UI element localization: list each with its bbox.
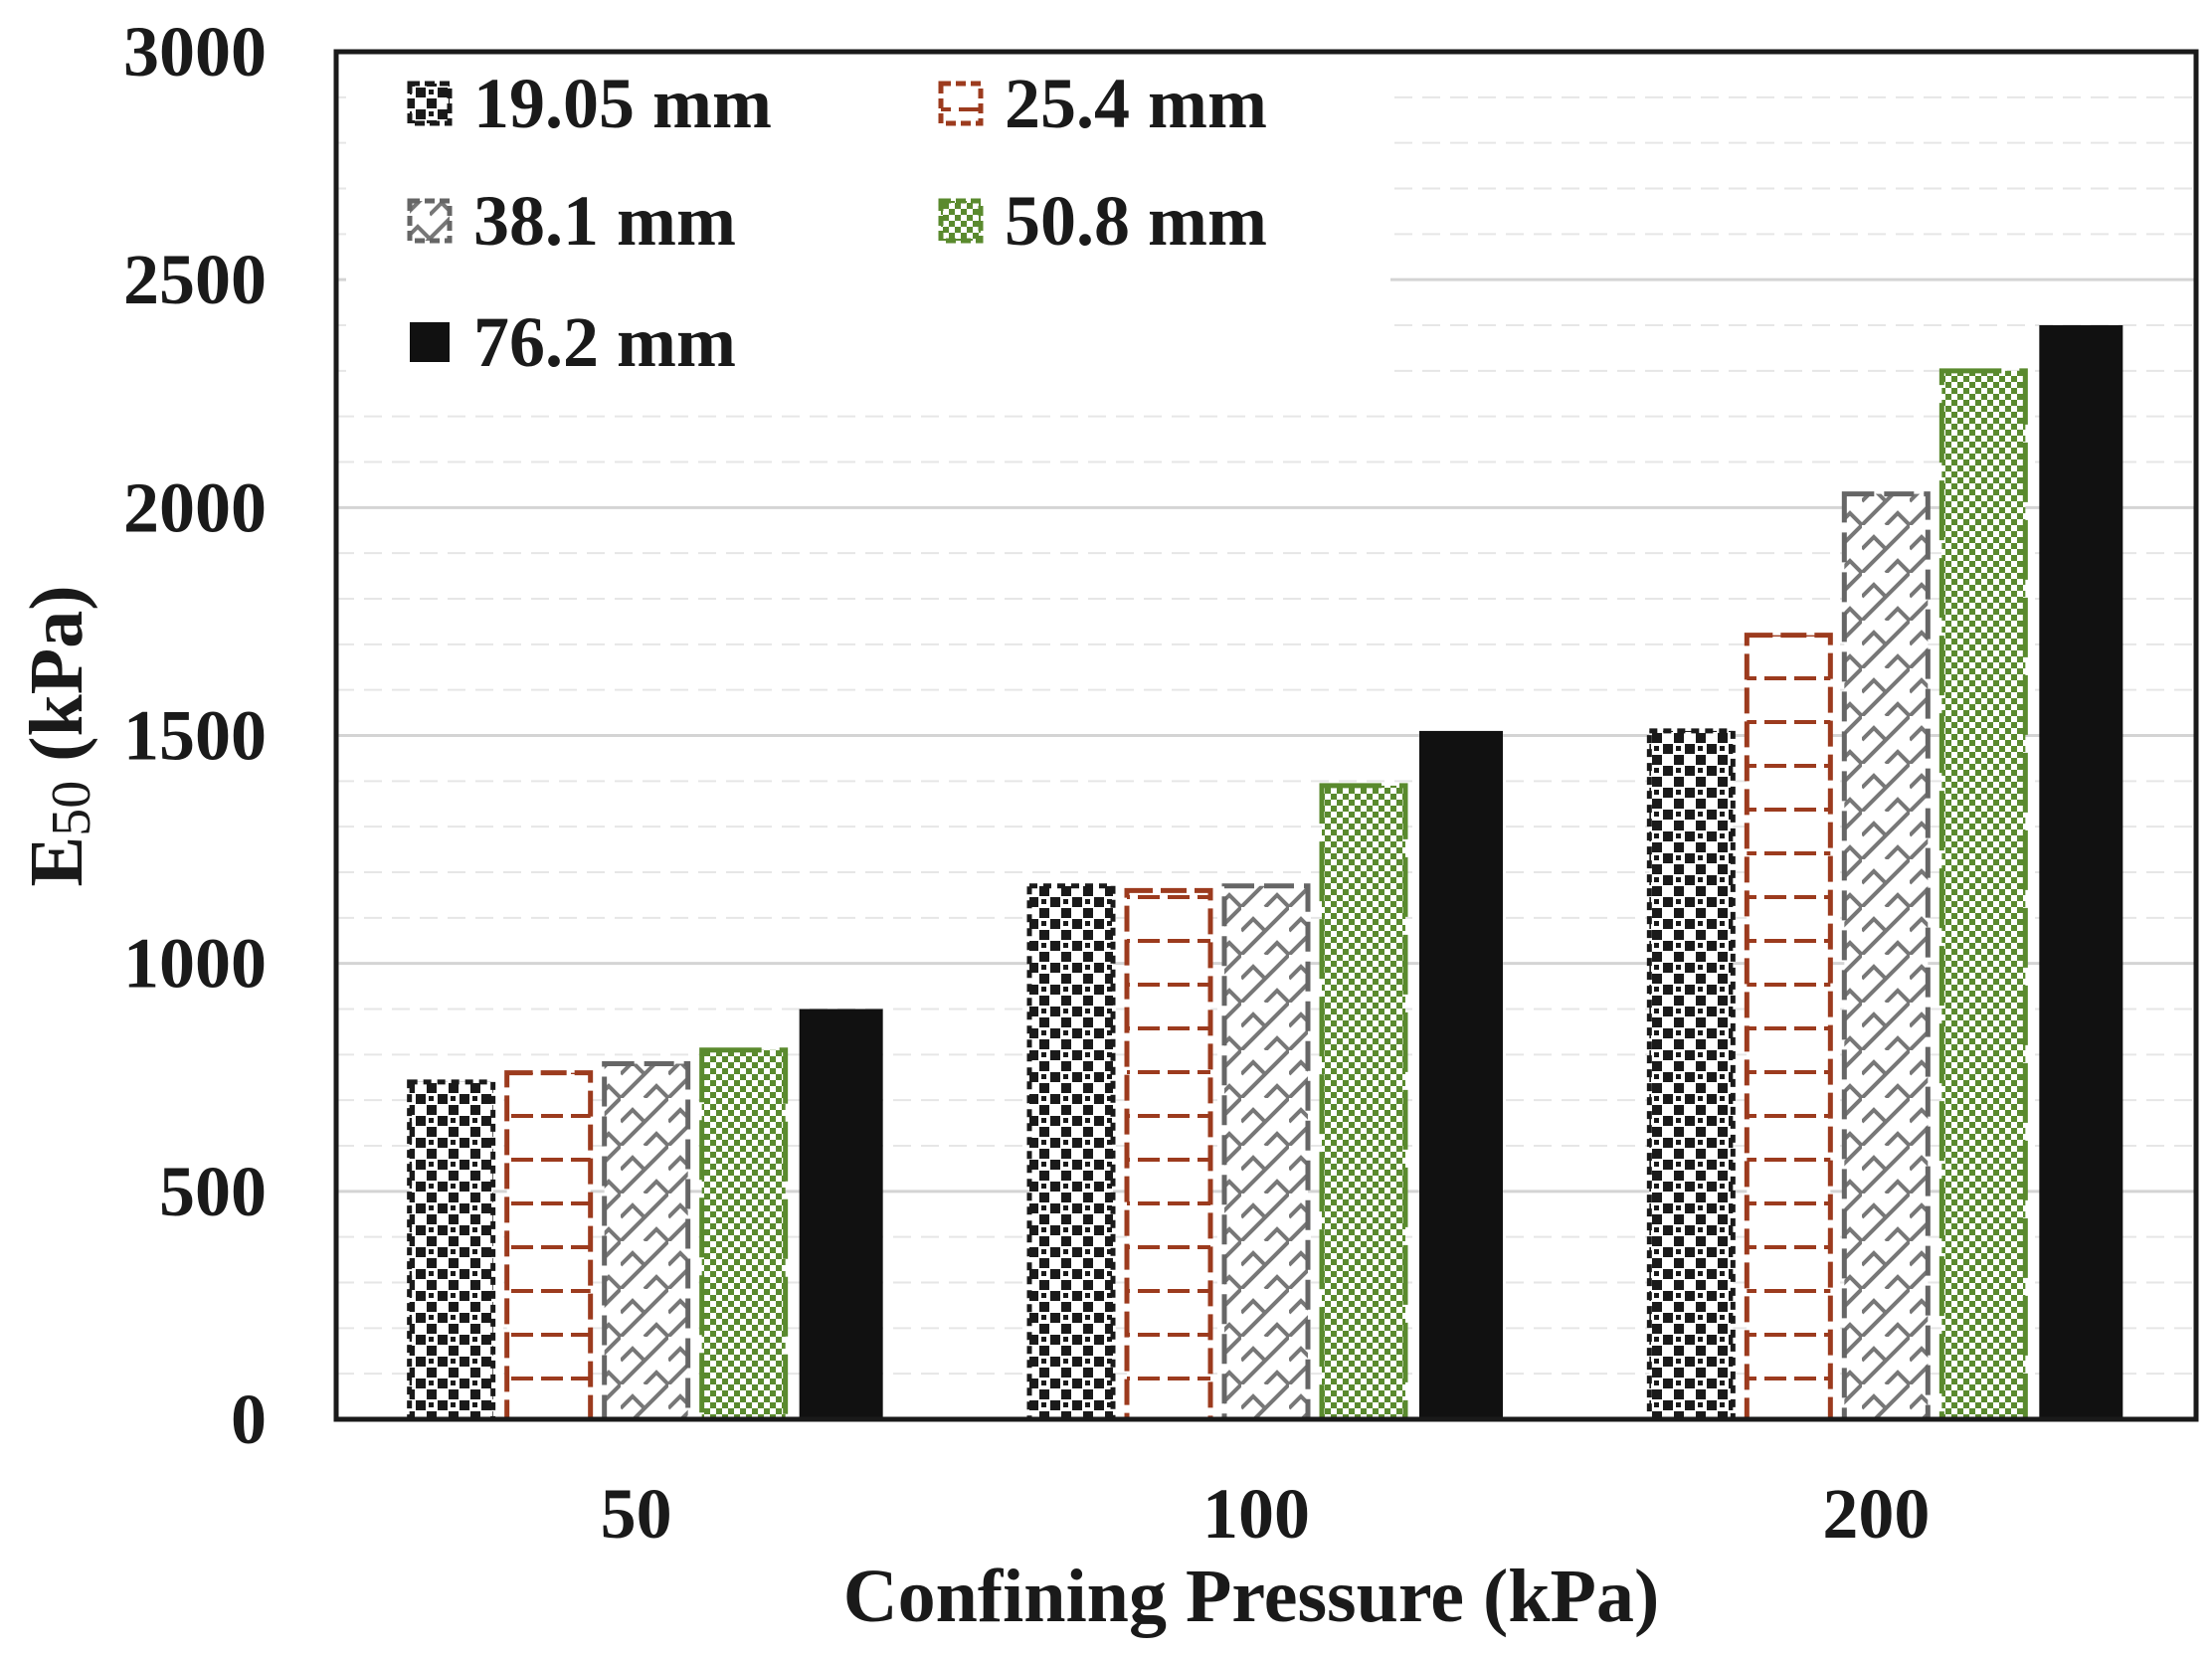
bar-19_05mm-cp100 <box>1026 883 1116 1422</box>
y-tick-label: 3000 <box>123 12 267 92</box>
y-tick-label: 500 <box>159 1152 267 1231</box>
legend-swatch <box>938 81 984 126</box>
bar-19_05mm-cp50 <box>407 1079 496 1422</box>
legend-label: 50.8 mm <box>1005 181 1267 261</box>
y-axis-title-unit: (kPa) <box>15 585 98 780</box>
bar-76_2mm-cp50 <box>799 1009 883 1419</box>
bar-25_4mm-cp200 <box>1744 633 1833 1422</box>
bars <box>407 325 2123 1422</box>
legend-swatch <box>407 198 453 244</box>
y-tick-label: 2000 <box>123 467 267 547</box>
plot-area-frame <box>333 49 2199 1422</box>
y-axis-title: E50 (kPa) <box>15 585 102 886</box>
legend-background <box>346 62 1390 410</box>
legend-label: 38.1 mm <box>473 181 736 261</box>
legend-label: 25.4 mm <box>1005 64 1267 143</box>
y-axis-title-subscript: 50 <box>41 781 102 836</box>
legend-label: 19.05 mm <box>473 64 772 143</box>
y-axis-ticks: 0 500 1000 1500 2000 2500 3000 <box>123 12 267 1459</box>
bar-76_2mm-cp100 <box>1419 730 1503 1419</box>
bar-50_8mm-cp200 <box>1938 368 2028 1422</box>
y-tick-label: 2500 <box>123 240 267 319</box>
bar-76_2mm-cp200 <box>2039 325 2123 1419</box>
y-tick-label: 0 <box>231 1379 267 1459</box>
bar-38_1mm-cp50 <box>602 1061 691 1422</box>
x-tick-label: 50 <box>601 1474 672 1554</box>
y-axis-title-main: E <box>15 836 98 887</box>
x-axis-ticks: 50 100 200 <box>601 1474 1931 1554</box>
bar-50_8mm-cp100 <box>1319 783 1408 1422</box>
bar-25_4mm-cp100 <box>1124 887 1213 1422</box>
x-tick-label: 200 <box>1822 1474 1930 1554</box>
bar-38_1mm-cp100 <box>1221 883 1311 1422</box>
bar-25_4mm-cp50 <box>504 1070 594 1422</box>
bar-19_05mm-cp200 <box>1646 728 1736 1422</box>
legend-swatch <box>938 198 984 244</box>
x-tick-label: 100 <box>1202 1474 1310 1554</box>
legend: 19.05 mm 25.4 mm 38.1 mm 50.8 mm 76.2 mm <box>346 62 1390 410</box>
y-tick-label: 1000 <box>123 924 267 1004</box>
legend-label: 76.2 mm <box>473 302 736 382</box>
bar-50_8mm-cp50 <box>699 1047 789 1422</box>
bar-38_1mm-cp200 <box>1841 491 1931 1422</box>
legend-swatch <box>407 81 453 126</box>
y-tick-label: 1500 <box>123 696 267 776</box>
legend-swatch <box>410 322 450 362</box>
x-axis-title: Confining Pressure (kPa) <box>843 1555 1660 1638</box>
